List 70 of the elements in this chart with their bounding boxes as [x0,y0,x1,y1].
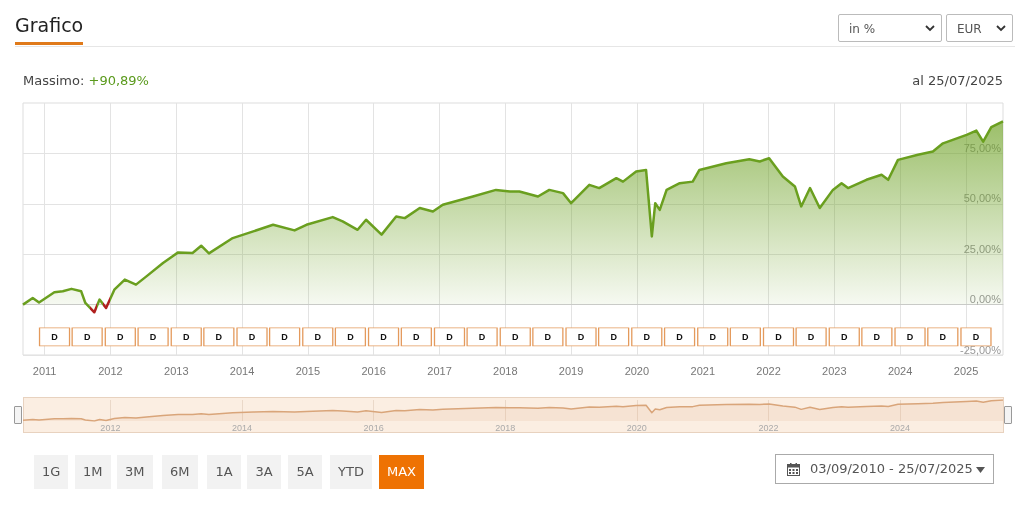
x-tick-label: 2023 [822,364,847,377]
x-tick-label: 2018 [493,364,518,377]
annotation: D [807,331,815,342]
annotation: D [775,331,783,342]
annotation: D [478,331,486,342]
x-tick-label: 2019 [558,364,584,377]
annotation: D [117,331,125,342]
annotation: D [742,331,750,342]
annotation: D [676,331,684,342]
text: 3M [117,455,153,489]
annotation: D [906,331,914,342]
x-tick-label: 2014 [229,364,255,377]
y-tick-label: -25,00% [960,343,1002,356]
annotation: D [939,331,947,342]
x-tick-label: 2014 [232,422,253,433]
x-tick-label: 2022 [758,422,779,433]
x-tick-label: 2020 [626,422,647,433]
annotation: D [512,331,519,342]
chart-title: Grafico [15,14,84,45]
x-tick-label: 2012 [98,364,123,377]
x-tick-label: 2011 [32,364,57,377]
x-tick-label: 2024 [890,422,911,433]
x-tick-label: 2025 [953,364,979,377]
text: 3A [247,455,281,489]
text: EUR [946,14,1013,42]
y-tick-label: 0,00% [969,293,1002,306]
x-tick-label: 2016 [361,364,386,377]
annotation: D [446,331,454,342]
x-tick-label: 2016 [363,422,384,433]
y-tick-label: 25,00% [963,242,1002,255]
x-tick-label: 2022 [756,364,781,377]
annotation: D [281,331,289,342]
annotation: D [215,331,223,342]
annotation: D [873,331,881,342]
annotation: D [413,331,421,342]
annotation: D [83,331,91,342]
text: MAX [379,455,425,489]
annotation: D [51,331,59,342]
annotation: D [544,331,552,342]
x-tick-label: 2018 [495,422,516,433]
x-tick-label: 2015 [295,364,321,377]
x-tick-label: 2020 [624,364,650,377]
text: 1G [34,455,69,489]
annotation: D [248,331,256,342]
x-tick-label: 2024 [887,364,913,377]
text: 1A [207,455,241,489]
y-tick-label: 50,00% [963,192,1002,205]
annotation: D [347,331,355,342]
text: Massimo: +90,89% [23,73,149,88]
annotation: D [380,331,388,342]
annotation: D [643,331,651,342]
text: 03/09/2010 - 25/07/2025 [775,454,994,484]
text: 5A [288,455,322,489]
annotation: D [841,331,849,342]
text: YTD [330,455,372,489]
text: al 25/07/2025 [912,73,1003,88]
text: in % [838,14,942,42]
x-tick-label: 2013 [164,364,189,377]
annotation: D [182,331,190,342]
annotation: D [709,331,717,342]
x-tick-label: 2021 [690,364,716,377]
annotation: D [149,331,157,342]
annotation: D [314,331,322,342]
x-tick-label: 2012 [100,422,121,433]
x-tick-label: 2017 [427,364,452,377]
text: 6M [162,455,198,489]
annotation: D [610,331,618,342]
annotation: D [577,331,585,342]
text: 1M [75,455,111,489]
annotation: D [972,331,980,342]
